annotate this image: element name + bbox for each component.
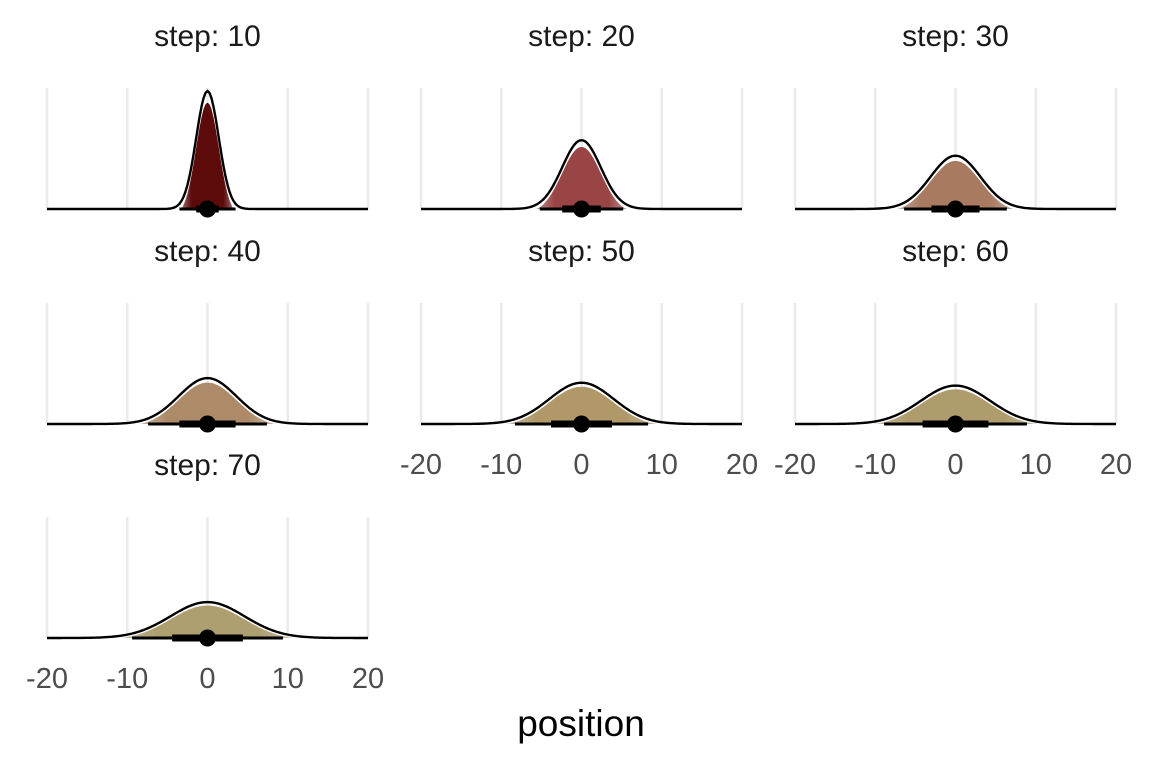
density-curve — [47, 89, 368, 211]
panel-title: step: 60 — [902, 235, 1009, 268]
median-point — [199, 629, 216, 647]
x-tick-label: 0 — [573, 449, 589, 481]
x-tick-label: -10 — [854, 449, 896, 481]
facet-panel: step: 70 -20 -10 0 10 20 — [26, 449, 384, 695]
density-curve — [47, 376, 368, 426]
density-curve — [795, 384, 1116, 426]
panel-title: step: 50 — [528, 235, 635, 268]
density-fill — [795, 160, 1116, 209]
median-point — [573, 200, 590, 218]
density-curve — [421, 381, 742, 426]
density-fill — [795, 389, 1116, 424]
density-fill — [47, 382, 368, 424]
facet-panel: step: 50 -20 -10 0 10 20 — [400, 235, 758, 481]
median-point — [199, 415, 216, 433]
x-tick-label: 20 — [1100, 449, 1132, 481]
x-tick-label: 0 — [947, 449, 963, 481]
facet-panel: step: 10 — [45, 20, 370, 218]
x-tick-label: 20 — [726, 449, 758, 481]
facet-panel: step: 40 — [45, 235, 370, 433]
x-tick-label: -20 — [26, 663, 68, 695]
x-axis-title: position — [517, 703, 645, 744]
density-fill — [421, 146, 742, 209]
x-tick-label: -20 — [400, 449, 442, 481]
x-tick-label: -10 — [106, 663, 148, 695]
panel-title: step: 40 — [154, 235, 261, 268]
facet-panel: step: 30 — [793, 20, 1118, 218]
panel-title: step: 30 — [902, 20, 1009, 53]
panel-title: step: 20 — [528, 20, 635, 53]
density-fill — [47, 102, 368, 209]
median-point — [199, 200, 216, 218]
x-tick-label: 10 — [1020, 449, 1052, 481]
median-point — [573, 415, 590, 433]
x-tick-label: 10 — [646, 449, 678, 481]
panel-title: step: 10 — [154, 20, 261, 53]
median-point — [947, 200, 964, 218]
x-tick-label: -20 — [774, 449, 816, 481]
density-fill — [421, 386, 742, 424]
x-tick-label: 20 — [352, 663, 384, 695]
facet-panel: step: 60 -20 -10 0 10 20 — [774, 235, 1132, 481]
density-curve — [421, 138, 742, 211]
density-curve — [795, 154, 1116, 211]
density-fill — [47, 605, 368, 638]
panel-title: step: 70 — [154, 449, 261, 482]
facet-panel: step: 20 — [419, 20, 744, 218]
x-tick-label: 10 — [272, 663, 304, 695]
median-point — [947, 415, 964, 433]
x-tick-label: -10 — [480, 449, 522, 481]
x-tick-label: 0 — [199, 663, 215, 695]
density-curve — [47, 600, 368, 640]
